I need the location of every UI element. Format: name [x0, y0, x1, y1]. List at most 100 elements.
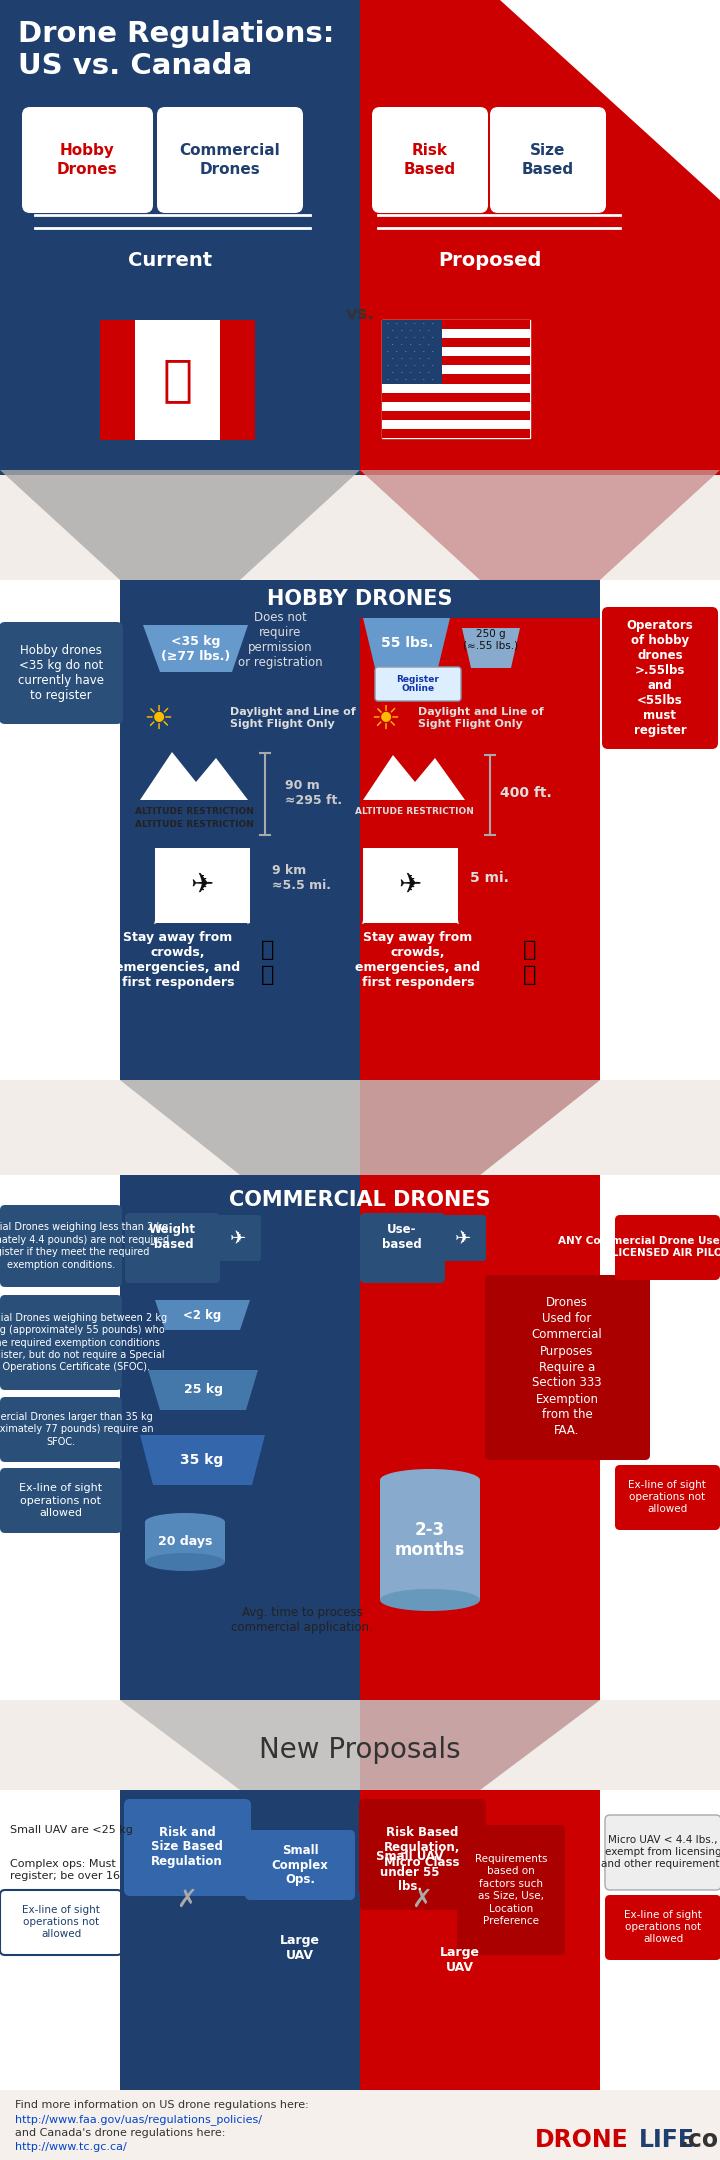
- Text: and Canada's drone regulations here:: and Canada's drone regulations here:: [15, 2128, 225, 2138]
- Polygon shape: [360, 1080, 600, 1175]
- Bar: [155, 849, 250, 922]
- Text: <35 kg
(≥77 lbs.): <35 kg (≥77 lbs.): [161, 635, 230, 663]
- Bar: [382, 320, 442, 384]
- Text: ·: ·: [395, 378, 397, 382]
- FancyBboxPatch shape: [605, 1814, 720, 1890]
- Polygon shape: [360, 471, 720, 581]
- Bar: [145, 1523, 225, 1562]
- Text: 5 mi.: 5 mi.: [470, 870, 509, 886]
- Text: ✈: ✈: [398, 870, 422, 899]
- Text: ·: ·: [391, 343, 393, 348]
- FancyBboxPatch shape: [485, 1274, 650, 1460]
- Text: Find more information on US drone regulations here:: Find more information on US drone regula…: [15, 2100, 309, 2110]
- Text: ·: ·: [404, 378, 406, 382]
- Text: 90 m
≈295 ft.: 90 m ≈295 ft.: [285, 780, 342, 808]
- Text: ·: ·: [431, 363, 433, 369]
- Text: ·: ·: [404, 363, 406, 369]
- Text: ·: ·: [395, 335, 397, 341]
- Text: Stay away from
crowds,
emergencies, and
first responders: Stay away from crowds, emergencies, and …: [356, 931, 480, 989]
- FancyBboxPatch shape: [0, 622, 123, 724]
- Text: ·: ·: [427, 356, 429, 361]
- Bar: [382, 419, 530, 430]
- Text: Daylight and Line of
Sight Flight Only: Daylight and Line of Sight Flight Only: [418, 706, 544, 728]
- Text: ·: ·: [413, 378, 415, 382]
- Polygon shape: [363, 756, 465, 799]
- Bar: [360, 1791, 600, 2091]
- Bar: [360, 581, 600, 1080]
- Text: ·: ·: [422, 322, 424, 326]
- Ellipse shape: [380, 1590, 480, 1611]
- Bar: [360, 289, 720, 475]
- Text: ☀: ☀: [370, 704, 400, 737]
- Text: ·: ·: [395, 350, 397, 354]
- FancyBboxPatch shape: [0, 1205, 122, 1287]
- Text: ·: ·: [431, 378, 433, 382]
- Text: ·: ·: [391, 328, 393, 333]
- Bar: [382, 374, 530, 384]
- Text: HOBBY DRONES: HOBBY DRONES: [267, 590, 453, 609]
- Text: ·: ·: [413, 335, 415, 341]
- Text: Daylight and Line of
Sight Flight Only: Daylight and Line of Sight Flight Only: [230, 706, 356, 728]
- Text: Stay away from
crowds,
emergencies, and
first responders: Stay away from crowds, emergencies, and …: [115, 931, 240, 989]
- Text: ✗: ✗: [412, 1888, 433, 1912]
- Text: Current: Current: [128, 251, 212, 270]
- Text: Ex-line of sight
operations not
allowed: Ex-line of sight operations not allowed: [19, 1484, 102, 1518]
- Text: http://www.faa.gov/uas/regulations_policies/: http://www.faa.gov/uas/regulations_polic…: [15, 2115, 262, 2125]
- Bar: [0, 0, 360, 289]
- Polygon shape: [0, 471, 360, 581]
- Text: Risk Based
Regulation,
Micro Class: Risk Based Regulation, Micro Class: [384, 1825, 460, 1868]
- Text: Avg. time to process
commercial application.: Avg. time to process commercial applicat…: [231, 1607, 373, 1633]
- Text: ☀: ☀: [143, 704, 173, 737]
- Text: ALTITUDE RESTRICTION: ALTITUDE RESTRICTION: [135, 821, 253, 829]
- Polygon shape: [148, 1369, 258, 1410]
- Text: ·: ·: [413, 363, 415, 369]
- Text: ·: ·: [431, 350, 433, 354]
- FancyBboxPatch shape: [215, 1214, 261, 1261]
- Text: ·: ·: [386, 322, 388, 326]
- Bar: [382, 365, 530, 374]
- FancyBboxPatch shape: [125, 1214, 220, 1283]
- Text: 55 lbs.: 55 lbs.: [381, 635, 433, 650]
- Bar: [0, 289, 360, 475]
- Bar: [382, 393, 530, 402]
- Text: 20 days: 20 days: [158, 1536, 212, 1549]
- FancyBboxPatch shape: [605, 1894, 720, 1959]
- Text: 🍁: 🍁: [163, 356, 192, 404]
- FancyBboxPatch shape: [457, 1825, 565, 1955]
- Text: http://www.tc.gc.ca/: http://www.tc.gc.ca/: [15, 2143, 127, 2151]
- Text: ·: ·: [409, 356, 411, 361]
- Text: Small
Complex
Ops.: Small Complex Ops.: [271, 1842, 328, 1886]
- Text: Ex-line of sight
operations not
allowed: Ex-line of sight operations not allowed: [628, 1480, 706, 1514]
- Text: ·: ·: [418, 343, 420, 348]
- Text: ✈: ✈: [190, 870, 214, 899]
- Bar: [120, 581, 600, 1080]
- Bar: [382, 328, 530, 339]
- FancyBboxPatch shape: [245, 1830, 355, 1901]
- Text: ·: ·: [404, 350, 406, 354]
- Text: ·: ·: [409, 372, 411, 376]
- FancyBboxPatch shape: [124, 1799, 251, 1896]
- Text: Large
UAV: Large UAV: [280, 1933, 320, 1961]
- Text: ✈: ✈: [455, 1229, 471, 1248]
- Bar: [120, 581, 600, 618]
- Text: Small UAV
under 55
lbs.: Small UAV under 55 lbs.: [377, 1851, 444, 1894]
- FancyBboxPatch shape: [22, 108, 153, 214]
- FancyBboxPatch shape: [157, 108, 303, 214]
- Text: 250 g
(≈.55 lbs.): 250 g (≈.55 lbs.): [464, 629, 518, 650]
- Bar: [382, 384, 530, 393]
- FancyBboxPatch shape: [0, 1398, 122, 1462]
- Bar: [120, 1791, 600, 2091]
- FancyBboxPatch shape: [615, 1214, 720, 1281]
- Text: ·: ·: [386, 335, 388, 341]
- Text: Drone Regulations:
US vs. Canada: Drone Regulations: US vs. Canada: [18, 19, 334, 80]
- Bar: [382, 339, 530, 348]
- Text: Commercial Drones weighing less than 2 kg
(approximately 4.4 pounds) are not req: Commercial Drones weighing less than 2 k…: [0, 1223, 170, 1270]
- Polygon shape: [140, 752, 248, 799]
- Text: Weight
-based: Weight -based: [148, 1223, 196, 1251]
- FancyBboxPatch shape: [360, 1836, 460, 1909]
- Text: Proposed: Proposed: [438, 251, 541, 270]
- FancyBboxPatch shape: [490, 108, 606, 214]
- Bar: [0, 1080, 720, 1175]
- Text: ·: ·: [427, 372, 429, 376]
- Text: 🚒: 🚒: [261, 966, 275, 985]
